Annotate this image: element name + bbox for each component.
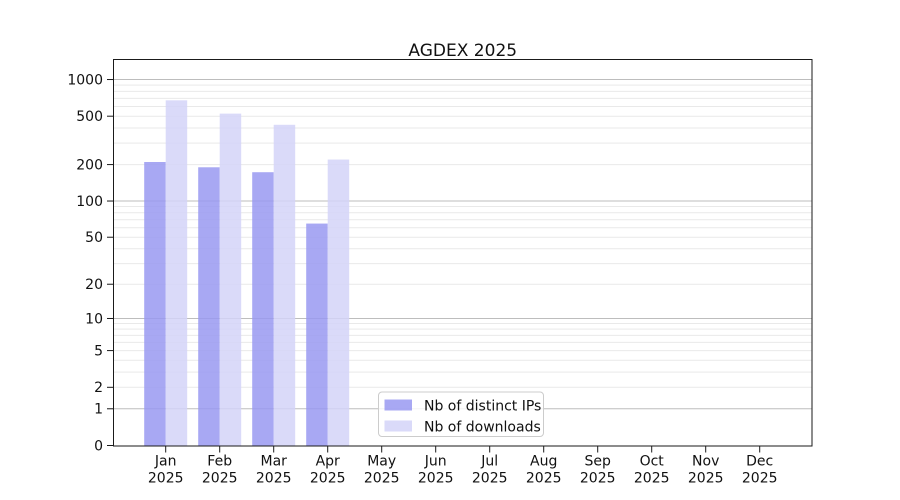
bar-distinct-ips-apr	[306, 223, 328, 446]
y-tick-label-2: 2	[94, 380, 103, 396]
chart-title: AGDEX 2025	[408, 41, 517, 61]
x-tick-label-month-sep: Sep	[585, 454, 612, 470]
x-tick-label-year-nov: 2025	[688, 471, 724, 487]
legend-swatch-downloads	[384, 420, 412, 432]
y-tick-label-10: 10	[85, 311, 103, 327]
bar-downloads-mar	[273, 124, 296, 446]
x-tick-label-month-jun: Jun	[424, 454, 447, 470]
y-tick-label-0: 0	[94, 438, 103, 454]
x-tick-label-year-jul: 2025	[472, 471, 508, 487]
x-tick-label-year-mar: 2025	[256, 471, 292, 487]
x-tick-label-year-aug: 2025	[526, 471, 562, 487]
legend-label-distinct-ips: Nb of distinct IPs	[424, 399, 541, 415]
bar-distinct-ips-jan	[144, 162, 166, 446]
x-tick-label-year-oct: 2025	[634, 471, 670, 487]
y-tick-label-200: 200	[76, 157, 103, 173]
bar-downloads-feb	[219, 113, 242, 446]
legend-swatch-distinct-ips	[384, 399, 412, 411]
y-tick-label-50: 50	[85, 230, 103, 246]
y-tick-label-100: 100	[76, 194, 103, 210]
plot-border	[113, 59, 813, 447]
x-tick-label-year-dec: 2025	[742, 471, 778, 487]
x-tick-label-year-may: 2025	[364, 471, 400, 487]
bar-distinct-ips-feb	[198, 167, 220, 446]
x-tick-label-year-sep: 2025	[580, 471, 616, 487]
x-tick-label-month-dec: Dec	[746, 454, 773, 470]
y-tick-label-500: 500	[76, 109, 103, 125]
x-tick-label-month-feb: Feb	[207, 454, 232, 470]
x-tick-label-year-jan: 2025	[148, 471, 184, 487]
bar-distinct-ips-mar	[252, 172, 274, 446]
legend-box	[378, 391, 544, 437]
x-tick-label-month-apr: Apr	[316, 454, 340, 470]
x-tick-label-year-jun: 2025	[418, 471, 454, 487]
x-tick-label-month-aug: Aug	[530, 454, 557, 470]
x-tick-label-month-oct: Oct	[640, 454, 665, 470]
x-tick-label-year-apr: 2025	[310, 471, 346, 487]
x-tick-label-year-feb: 2025	[202, 471, 238, 487]
x-tick-label-month-nov: Nov	[692, 454, 719, 470]
y-tick-label-5: 5	[94, 343, 103, 359]
x-tick-label-month-mar: Mar	[260, 454, 287, 470]
y-tick-label-1000: 1000	[67, 72, 103, 88]
y-tick-label-1: 1	[94, 402, 103, 418]
x-tick-label-month-jan: Jan	[154, 454, 177, 470]
x-tick-label-month-jul: Jul	[480, 454, 498, 470]
bar-downloads-apr	[327, 159, 350, 446]
y-tick-label-20: 20	[85, 277, 103, 293]
bar-downloads-jan	[165, 100, 188, 446]
legend-label-downloads: Nb of downloads	[424, 420, 541, 436]
x-tick-label-month-may: May	[367, 454, 396, 470]
